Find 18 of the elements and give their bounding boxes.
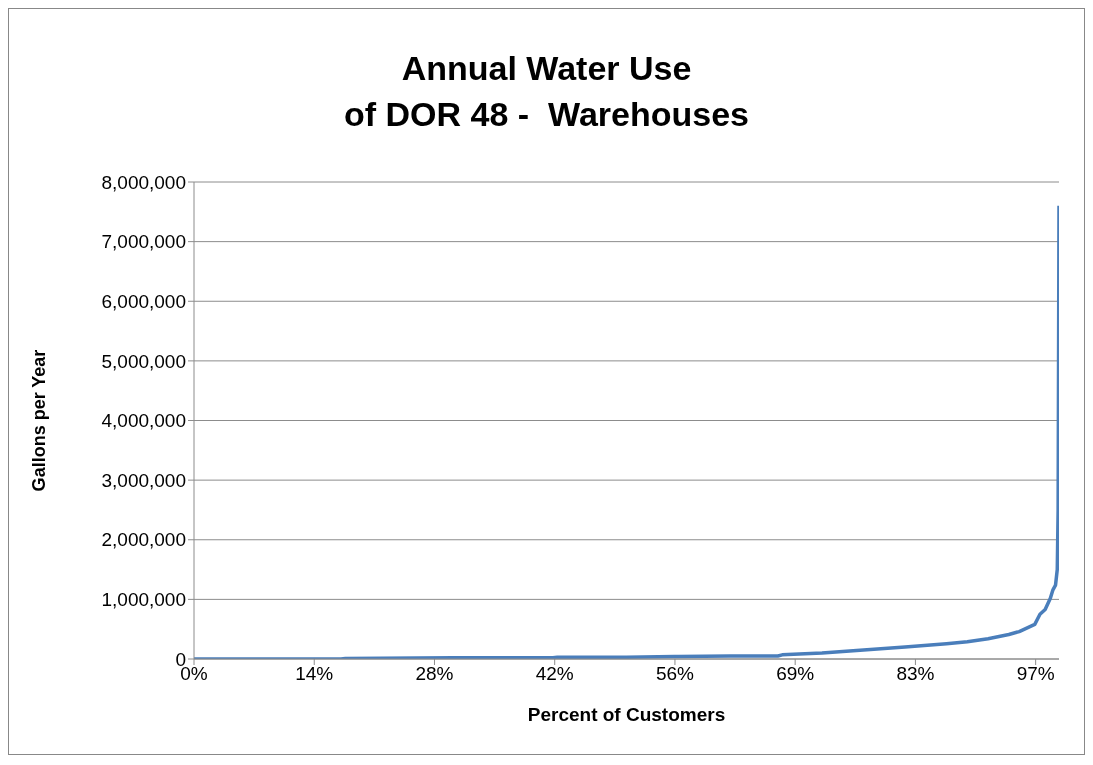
x-tick-label: 28% — [415, 663, 454, 685]
y-axis-title: Gallons per Year — [29, 349, 50, 492]
x-tick-label: 56% — [655, 663, 695, 685]
y-tick-label: 4,000,000 — [101, 410, 186, 432]
x-tick-label: 69% — [776, 663, 815, 685]
x-tick-label: 42% — [535, 663, 574, 685]
y-tick-label: 3,000,000 — [101, 469, 186, 491]
y-tick-label: 7,000,000 — [101, 231, 186, 253]
x-tick-label: 97% — [1016, 663, 1055, 685]
y-tick-label: 1,000,000 — [101, 589, 186, 611]
y-tick-label: 2,000,000 — [101, 529, 186, 551]
chart-title: Annual Water Use of DOR 48 - Warehouses — [343, 48, 750, 135]
y-tick-label: 5,000,000 — [101, 350, 186, 372]
x-axis-title: Percent of Customers — [527, 704, 726, 725]
y-tick-label: 8,000,000 — [101, 171, 186, 193]
x-tick-label: 83% — [896, 663, 935, 685]
x-tick-label: 14% — [295, 663, 334, 685]
y-tick-label: 6,000,000 — [101, 290, 186, 312]
